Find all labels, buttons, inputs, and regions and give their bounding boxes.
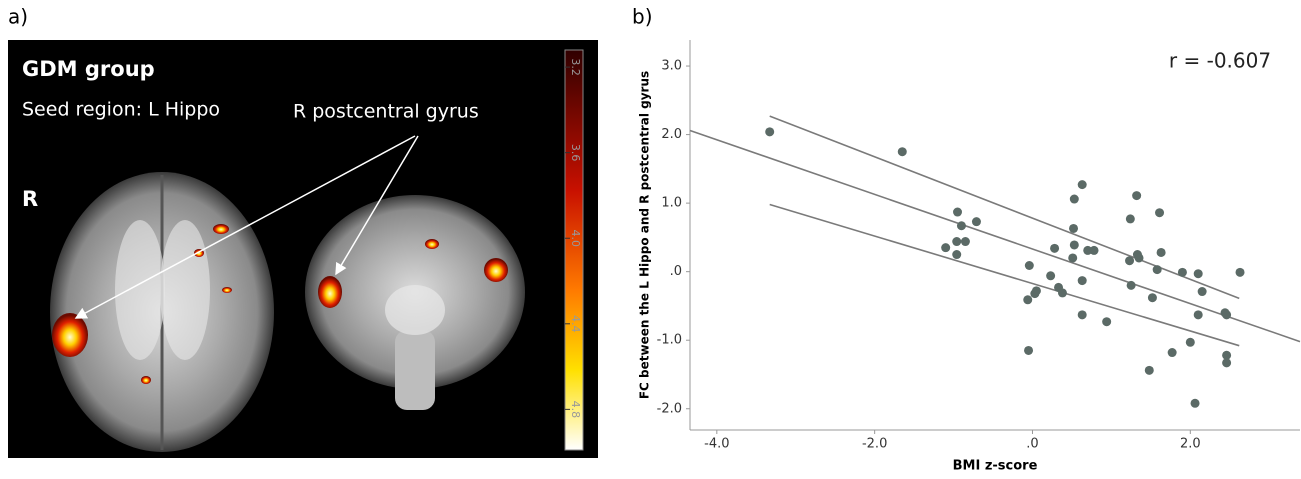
point [1191,399,1200,408]
point [1236,268,1245,277]
point [1024,346,1033,355]
point [1090,246,1099,255]
point [1194,310,1203,319]
point [1046,271,1055,280]
figure: a) GDM group Seed region: L Hippo R post… [0,0,1301,479]
point [1070,240,1079,249]
point [972,217,981,226]
panel-label: a) [8,5,28,29]
y-tick-label: 3.0 [661,59,682,74]
colorbar [565,50,583,450]
colorbar-tick-label: 4.0 [569,229,582,247]
point [1145,366,1154,375]
region-label: R postcentral gyrus [293,101,479,123]
point [1157,248,1166,257]
point [961,237,970,246]
colorbar-tick-label: 3.6 [569,144,582,162]
point [1168,348,1177,357]
point [953,208,962,217]
point [1155,208,1164,217]
y-tick-label: 2.0 [661,127,682,142]
y-tick-label: 1.0 [661,196,682,211]
seed-label: Seed region: L Hippo [22,99,220,121]
point [1127,281,1136,290]
point [1078,310,1087,319]
point [957,221,966,230]
y-tick-label: -2.0 [657,401,682,416]
point [1023,295,1032,304]
axial-brain [50,172,274,452]
fit-line [770,116,1240,298]
y-tick-label: -1.0 [657,333,682,348]
point [1186,338,1195,347]
y-axis-title: FC between the L Hippo and R postcentral… [638,71,652,399]
point [1068,253,1077,262]
x-axis-title: BMI z-score [953,459,1038,474]
point [1222,310,1231,319]
point [1135,253,1144,262]
point [1178,268,1187,277]
point [1078,180,1087,189]
point [1025,261,1034,270]
point [1126,214,1135,223]
x-tick-label: 2.0 [1180,437,1201,452]
x-tick-label: .0 [1026,437,1038,452]
colorbar-tick-label: 3.2 [569,58,582,76]
point [1198,287,1207,296]
panel-label: b) [632,5,653,29]
colorbar-tick-label: 4.8 [569,401,582,419]
point [1030,289,1039,298]
point [1153,265,1162,274]
fit-line [690,130,1300,341]
point [898,147,907,156]
group-title: GDM group [22,57,155,81]
point [1078,276,1087,285]
point [1070,195,1079,204]
point [1125,256,1134,265]
fit-line [770,204,1240,345]
point [952,250,961,259]
point [952,237,961,246]
x-tick-label: -2.0 [862,437,887,452]
point [1194,269,1203,278]
point [1058,288,1067,297]
annotation: r = -0.607 [1169,49,1271,73]
x-tick-label: -4.0 [704,437,729,452]
point [1102,317,1111,326]
colorbar-tick-label: 4.4 [569,315,582,333]
side-label: R [22,187,38,211]
point [1069,224,1078,233]
y-tick-label: .0 [670,264,682,279]
point [1132,191,1141,200]
point [1050,244,1059,253]
point [1148,293,1157,302]
point [1222,358,1231,367]
point [765,127,774,136]
point [941,243,950,252]
